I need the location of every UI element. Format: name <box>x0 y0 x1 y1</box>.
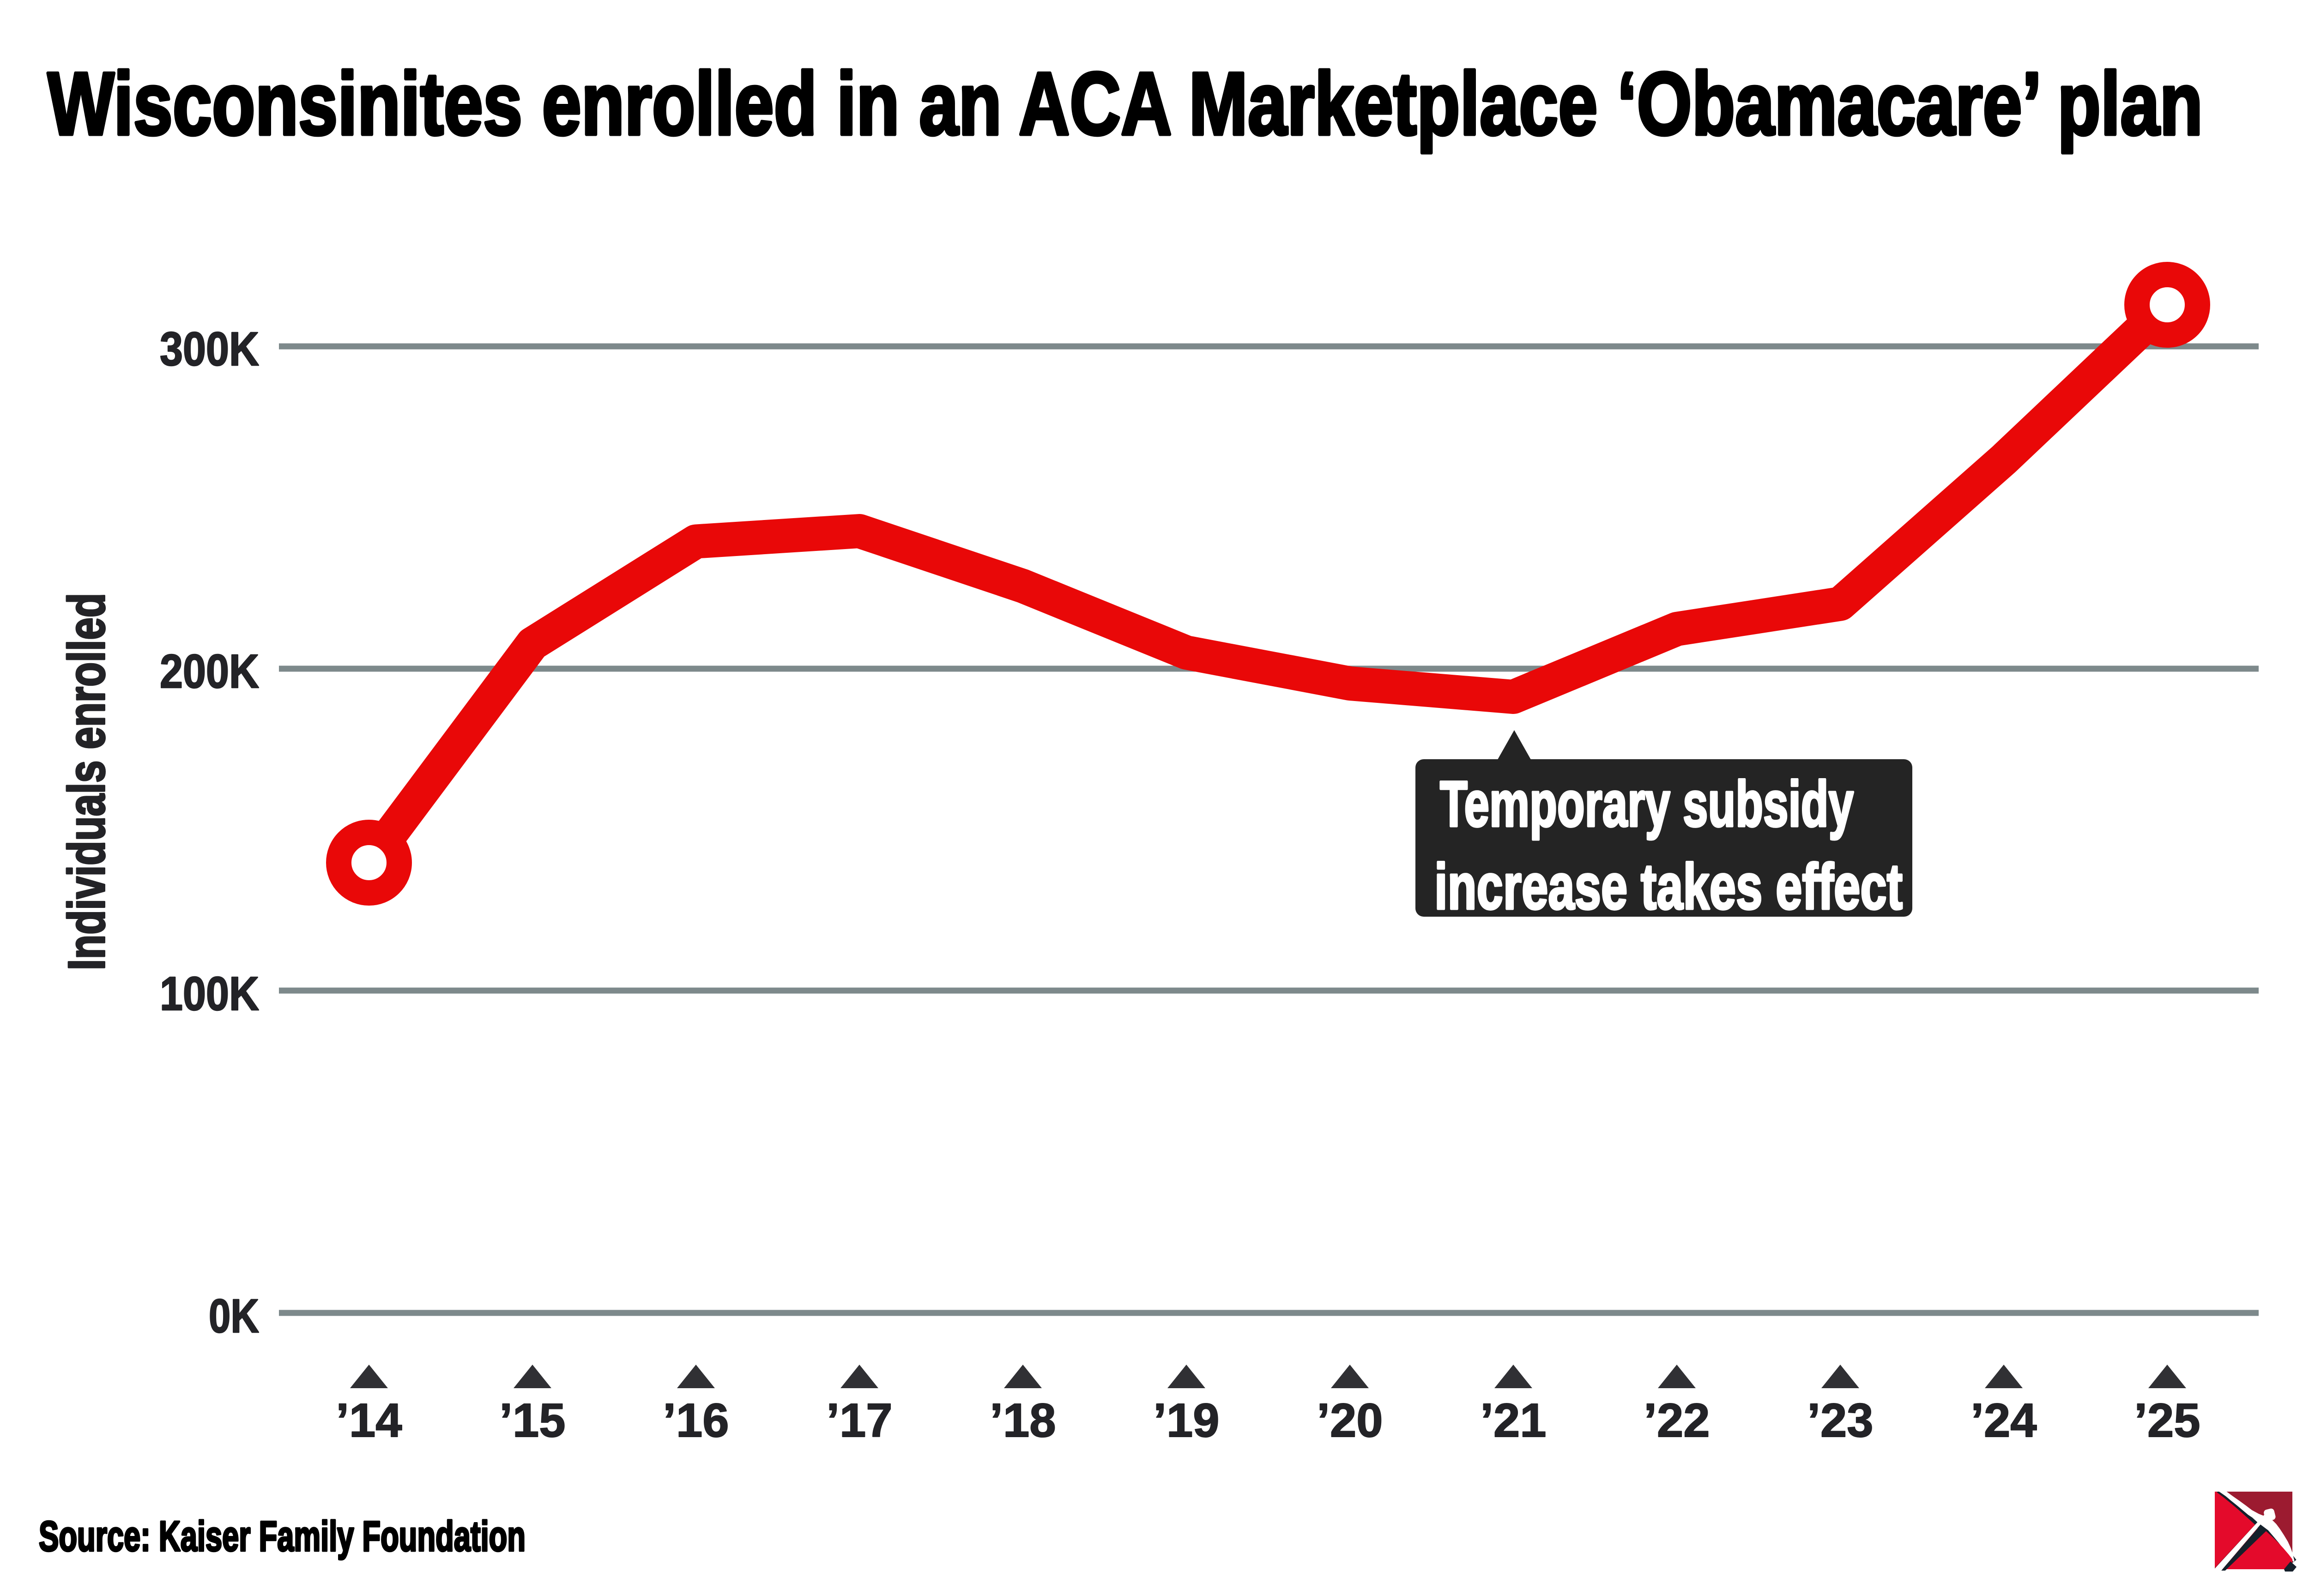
svg-text:’19: ’19 <box>1153 1394 1219 1447</box>
svg-text:’18: ’18 <box>990 1394 1056 1447</box>
svg-text:Source: Kaiser Family Foundati: Source: Kaiser Family Foundation <box>39 1513 526 1560</box>
svg-text:increase takes effect: increase takes effect <box>1434 850 1903 923</box>
svg-text:’22: ’22 <box>1644 1394 1710 1447</box>
svg-text:’14: ’14 <box>336 1394 402 1447</box>
svg-text:’24: ’24 <box>1971 1394 2037 1447</box>
svg-text:’16: ’16 <box>663 1394 729 1447</box>
svg-text:Individuals enrolled: Individuals enrolled <box>58 593 115 970</box>
svg-text:Wisconsinites enrolled in an A: Wisconsinites enrolled in an ACA Marketp… <box>48 54 2203 153</box>
svg-text:’15: ’15 <box>499 1394 565 1447</box>
svg-text:200K: 200K <box>160 645 259 698</box>
svg-text:’20: ’20 <box>1317 1394 1383 1447</box>
svg-text:300K: 300K <box>160 322 259 375</box>
svg-text:100K: 100K <box>160 967 259 1020</box>
svg-text:0K: 0K <box>209 1289 259 1342</box>
svg-text:’23: ’23 <box>1807 1394 1873 1447</box>
svg-text:’25: ’25 <box>2134 1394 2200 1447</box>
svg-text:’17: ’17 <box>826 1394 892 1447</box>
svg-text:’21: ’21 <box>1480 1394 1546 1447</box>
svg-text:Temporary subsidy: Temporary subsidy <box>1440 768 1854 840</box>
